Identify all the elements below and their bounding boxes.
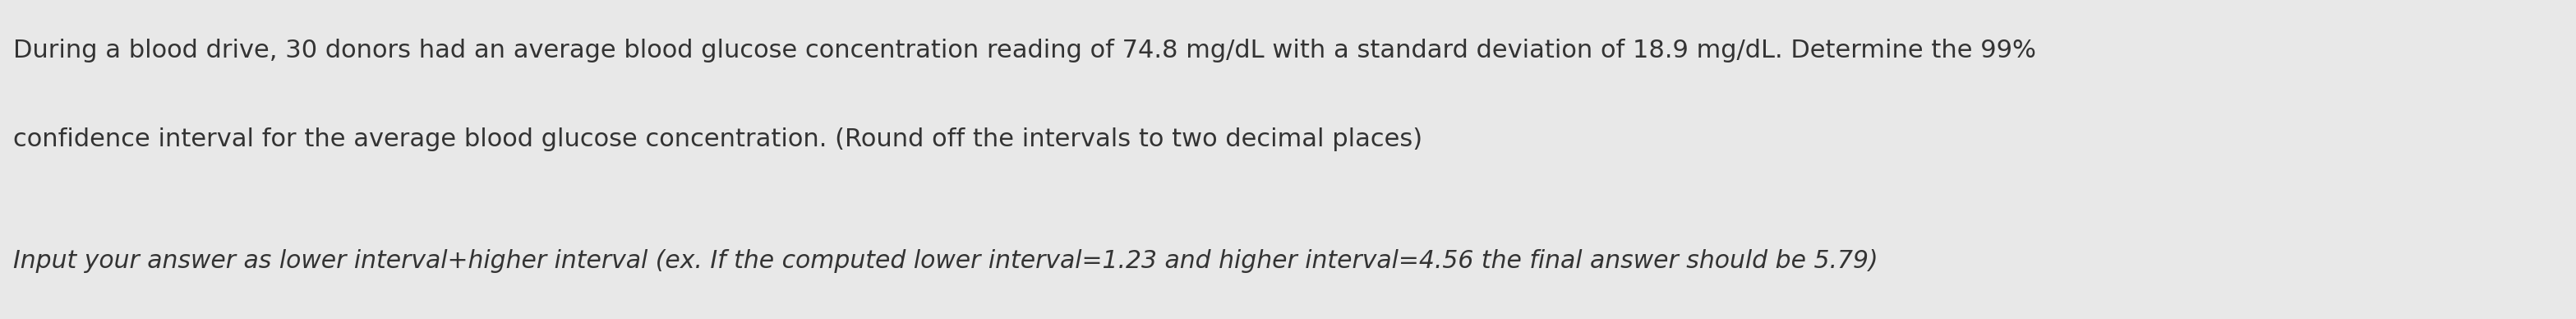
Text: During a blood drive, 30 donors had an average blood glucose concentration readi: During a blood drive, 30 donors had an a…	[13, 38, 2035, 62]
Text: confidence interval for the average blood glucose concentration. (Round off the : confidence interval for the average bloo…	[13, 128, 1422, 152]
Text: Input your answer as lower interval+higher interval (ex. If the computed lower i: Input your answer as lower interval+high…	[13, 249, 1878, 273]
